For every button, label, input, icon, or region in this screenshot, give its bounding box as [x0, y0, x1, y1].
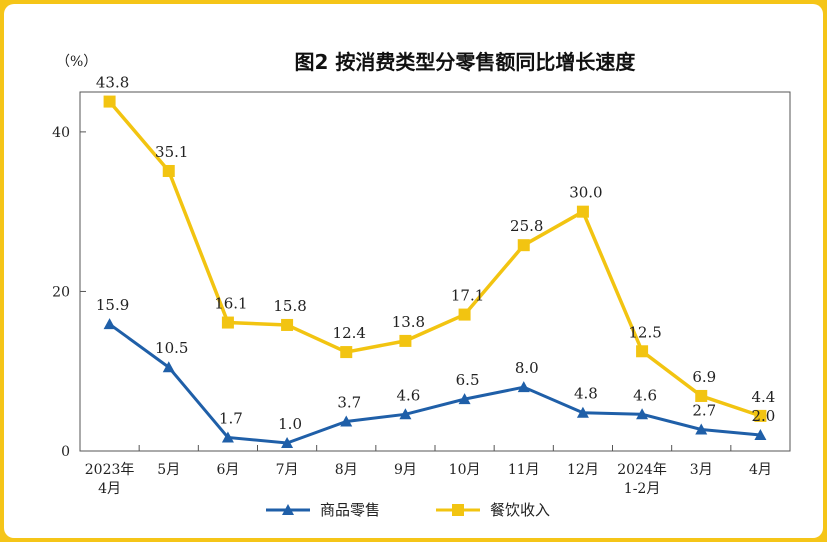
- y-tick-label: 20: [52, 284, 70, 300]
- data-point: [695, 389, 708, 402]
- x-tick-label: 4月: [98, 481, 121, 497]
- data-label: 2.0: [751, 407, 775, 425]
- data-point: [458, 308, 471, 321]
- data-label: 30.0: [569, 184, 602, 202]
- legend-marker: [452, 504, 464, 516]
- chart-svg: 图2 按消费类型分零售额同比增长速度 （%） 0 20 40 2023年 4月 5月 6月 7…: [52, 50, 791, 519]
- data-point: [103, 318, 116, 330]
- series-line: [108, 322, 761, 445]
- axes: 0 20 40 2023年 4月 5月 6月 7月 8月 9月 10月 11月 12月 2024年 1-2月…: [52, 91, 791, 497]
- data-label: 4.4: [751, 388, 775, 406]
- data-label: 4.8: [574, 385, 598, 403]
- data-label: 35.1: [155, 143, 188, 161]
- x-tick-label: 11月: [508, 462, 540, 478]
- data-point: [162, 361, 175, 373]
- x-tick-label: 7月: [276, 462, 299, 478]
- legend: 商品零售 餐饮收入: [266, 501, 550, 519]
- data-label: 12.4: [333, 324, 366, 342]
- data-point: [340, 415, 353, 427]
- data-label: 16.1: [214, 295, 247, 313]
- x-tick-label: 12月: [567, 462, 599, 478]
- data-point: [340, 346, 353, 359]
- data-point: [636, 345, 649, 358]
- data-label: 25.8: [510, 217, 543, 235]
- x-tick-label: 9月: [394, 462, 417, 478]
- data-point: [221, 431, 234, 443]
- data-label: 15.9: [96, 296, 129, 314]
- data-label: 2.7: [692, 401, 716, 419]
- y-unit-label: （%）: [56, 54, 97, 70]
- data-label: 10.5: [155, 339, 188, 357]
- data-label: 12.5: [628, 323, 661, 341]
- x-tick-label: 1-2月: [624, 481, 661, 497]
- data-point: [754, 409, 767, 422]
- data-label: 6.5: [456, 371, 480, 389]
- x-tick-label: 2023年: [85, 462, 135, 478]
- chart-frame: 图2 按消费类型分零售额同比增长速度 （%） 0 20 40 2023年 4月 5月 6月 7…: [4, 4, 823, 538]
- data-point: [695, 423, 708, 435]
- data-point: [517, 239, 530, 252]
- data-point: [399, 408, 412, 420]
- x-tick-label: 3月: [690, 462, 713, 478]
- y-tick-label: 40: [52, 125, 70, 141]
- data-label: 4.6: [396, 386, 420, 404]
- series-markers: [103, 95, 767, 449]
- data-point: [281, 318, 294, 331]
- x-tick-label: 8月: [335, 462, 358, 478]
- y-tick-label: 0: [61, 444, 70, 460]
- data-point: [576, 205, 589, 218]
- data-label: 8.0: [515, 359, 539, 377]
- data-point: [399, 334, 412, 347]
- data-point: [221, 316, 234, 329]
- data-point: [281, 437, 294, 449]
- x-tick-label: 6月: [216, 462, 239, 478]
- data-label: 1.0: [278, 415, 302, 433]
- data-point: [458, 393, 471, 405]
- data-point: [162, 164, 175, 177]
- data-label: 17.1: [451, 287, 484, 305]
- series-line: [108, 100, 761, 418]
- data-label: 3.7: [337, 393, 361, 411]
- x-tick-label: 2024年: [617, 462, 667, 478]
- data-label: 43.8: [96, 74, 129, 92]
- data-point: [103, 95, 116, 108]
- legend-label: 商品零售: [320, 501, 380, 519]
- data-label: 15.8: [273, 297, 306, 315]
- x-tick-label: 5月: [157, 462, 180, 478]
- legend-marker: [282, 504, 294, 515]
- data-point: [517, 381, 530, 393]
- chart-title: 图2 按消费类型分零售额同比增长速度: [295, 50, 637, 74]
- data-point: [576, 406, 589, 418]
- data-label: 1.7: [219, 409, 243, 427]
- data-point: [754, 429, 767, 441]
- data-point: [636, 408, 649, 420]
- data-label: 13.8: [392, 313, 425, 331]
- legend-label: 餐饮收入: [490, 501, 550, 519]
- data-labels: 15.9 10.5 1.7 1.0 3.7 4.6 6.5 8.0 4.8 4.6 2.7 2.0 43…: [96, 74, 775, 433]
- x-tick-label: 10月: [449, 462, 481, 478]
- series-lines: [108, 100, 761, 445]
- x-tick-label: 4月: [749, 462, 772, 478]
- data-label: 6.9: [692, 368, 716, 386]
- data-label: 4.6: [633, 386, 657, 404]
